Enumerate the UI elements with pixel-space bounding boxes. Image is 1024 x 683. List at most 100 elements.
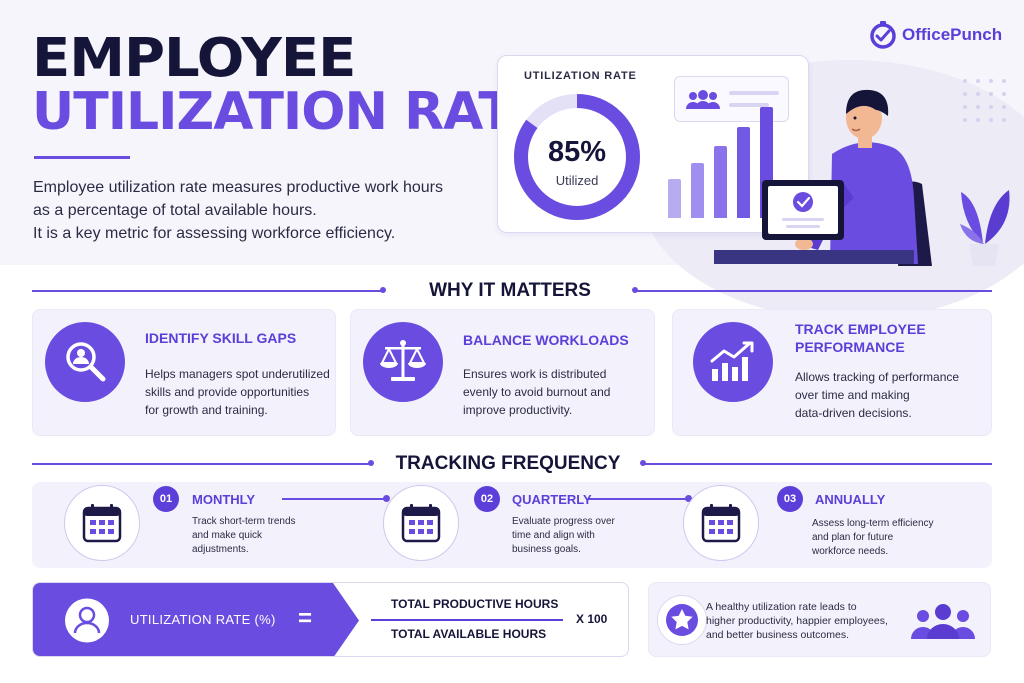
calendar-circle [64, 485, 140, 561]
timeline-dot [383, 495, 390, 502]
frequency-title: ANNUALLY [815, 492, 886, 507]
step-number-badge: 01 [153, 486, 179, 512]
timeline-dot [685, 495, 692, 502]
why-card-skill-gaps: IDENTIFY SKILL GAPS Helps managers spot … [32, 309, 336, 436]
frequency-text-line: and make quick [192, 530, 263, 541]
page-title-line1: EMPLOYEE [32, 27, 356, 90]
outcome-text-line: higher productivity, happier employees, [706, 615, 888, 627]
why-text-line: data-driven decisions. [795, 406, 912, 420]
step-number-badge: 03 [777, 486, 803, 512]
outcome-text-line: A healthy utilization rate leads to [706, 601, 857, 613]
frequency-text-line: and plan for future [812, 532, 894, 543]
section-divider-right [644, 463, 992, 465]
frequency-text-line: Evaluate progress over [512, 516, 615, 527]
section-divider-dot [368, 460, 374, 466]
metric-label: UTILIZATION RATE [524, 70, 637, 82]
frequency-text-line: workforce needs. [812, 546, 889, 557]
why-text-line: Allows tracking of performance [795, 370, 960, 384]
frequency-text-line: adjustments. [192, 544, 249, 555]
frequency-text-line: Track short-term trends [192, 516, 296, 527]
utilization-donut [514, 94, 640, 220]
why-title: BALANCE WORKLOADS [463, 332, 629, 348]
why-card-balance-workloads: BALANCE WORKLOADS Ensures work is distri… [350, 309, 655, 436]
title-underline [34, 156, 130, 159]
why-title: TRACK EMPLOYEE PERFORMANCE [795, 320, 926, 356]
why-card-track-performance: TRACK EMPLOYEE PERFORMANCE Allows tracki… [672, 309, 992, 436]
donut-progress-arc [514, 94, 640, 220]
team-icon [911, 604, 975, 639]
timeline-connector [588, 498, 688, 500]
desc-line-2: as a percentage of total available hours… [33, 202, 317, 219]
why-text-line: evenly to avoid burnout and [463, 385, 611, 399]
formula-label: UTILIZATION RATE (%) [130, 612, 276, 627]
frequency-title: QUARTERLY [512, 492, 592, 507]
outcome-note: A healthy utilization rate leads to high… [648, 582, 991, 657]
section-divider-dot [640, 460, 646, 466]
mini-card-line [729, 103, 769, 107]
section-divider-dot [632, 287, 638, 293]
formula-arrow-banner [33, 583, 359, 656]
star-icon [666, 604, 698, 636]
frequency-text: Evaluate progress over time and align wi… [512, 515, 615, 557]
mini-chart-bar [691, 163, 704, 218]
outcome-text: A healthy utilization rate leads to high… [706, 600, 906, 642]
section-divider-dot [380, 287, 386, 293]
calendar-circle [383, 485, 459, 561]
formula-numerator: TOTAL PRODUCTIVE HOURS [391, 597, 559, 611]
why-text: Ensures work is distributed evenly to av… [463, 365, 610, 419]
why-section-title: WHY IT MATTERS [429, 280, 591, 301]
why-text-line: for growth and training. [145, 403, 268, 417]
formula-denominator: TOTAL AVAILABLE HOURS [391, 627, 547, 641]
brand-logo[interactable]: OfficePunch [868, 20, 1002, 50]
section-divider-right [636, 290, 992, 292]
calendar-circle [683, 485, 759, 561]
formula-fraction-bar [371, 619, 563, 621]
why-icon-circle [693, 322, 773, 402]
magnifier-person-icon [66, 342, 106, 382]
utilization-metric-card: UTILIZATION RATE 85% Utilized [497, 55, 809, 233]
utilization-value: 85% [547, 136, 607, 168]
timeline-connector [282, 498, 386, 500]
section-divider-left [32, 463, 370, 465]
brand-name: OfficePunch [902, 25, 1003, 44]
formula-multiplier: X 100 [576, 612, 608, 626]
mini-chart-bar [668, 179, 681, 218]
tracking-band [32, 482, 992, 568]
desc-line-1: Employee utilization rate measures produ… [33, 179, 443, 196]
tracking-section-title: TRACKING FREQUENCY [395, 453, 621, 474]
utilization-sublabel: Utilized [555, 173, 599, 188]
team-icon [686, 90, 720, 109]
calendar-icon [401, 504, 441, 543]
frequency-text: Track short-term trends and make quick a… [192, 515, 296, 557]
clock-check-icon [870, 21, 896, 49]
why-title-line: TRACK EMPLOYEE [795, 321, 926, 337]
scale-icon [380, 340, 426, 381]
why-text: Allows tracking of performance over time… [795, 368, 959, 422]
why-title-line: PERFORMANCE [795, 339, 905, 355]
decorative-dots [963, 79, 1006, 122]
person-at-laptop-illustration [714, 89, 932, 266]
formula-equals: = [298, 605, 313, 632]
trend-chart-icon [710, 341, 754, 381]
desc-line-3: It is a key metric for assessing workfor… [33, 225, 396, 242]
frequency-text: Assess long-term efficiency and plan for… [812, 517, 934, 559]
why-text-line: Ensures work is distributed [463, 367, 607, 381]
section-divider-left [32, 290, 382, 292]
why-text-line: improve productivity. [463, 403, 573, 417]
mini-card-line [729, 91, 779, 95]
why-text-line: skills and provide opportunities [145, 385, 310, 399]
calendar-icon [701, 504, 741, 543]
why-text: Helps managers spot underutilized skills… [145, 365, 330, 419]
mini-chart-bar [714, 146, 727, 218]
hero-description: Employee utilization rate measures produ… [33, 176, 463, 245]
why-icon-circle [363, 322, 443, 402]
why-title: IDENTIFY SKILL GAPS [145, 330, 297, 346]
mini-chart-bar [737, 127, 750, 218]
formula-box: UTILIZATION RATE (%) = TOTAL PRODUCTIVE … [32, 582, 629, 657]
page-title-line2: UTILIZATION RATE [32, 82, 548, 142]
outcome-text-line: and better business outcomes. [706, 629, 850, 641]
plant-illustration [960, 190, 1010, 266]
why-icon-circle [45, 322, 125, 402]
star-badge [657, 595, 707, 645]
step-number-badge: 02 [474, 486, 500, 512]
